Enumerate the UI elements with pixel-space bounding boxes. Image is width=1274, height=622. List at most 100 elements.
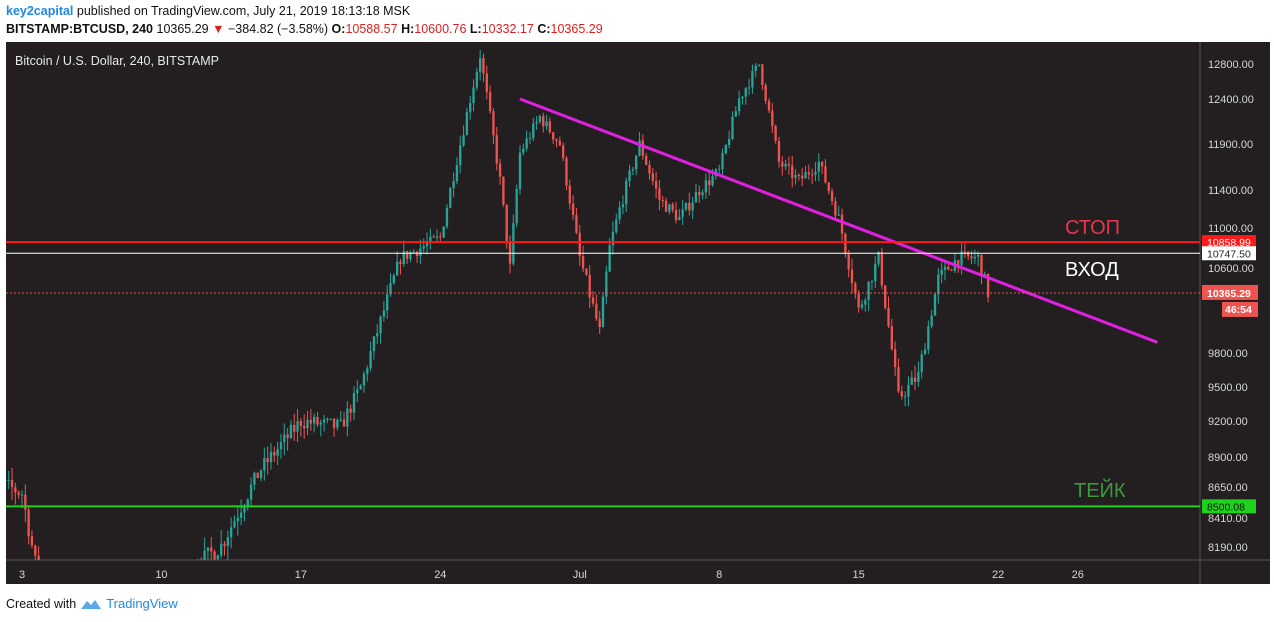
candle-body [283, 434, 286, 443]
x-tick-label: 22 [992, 569, 1004, 581]
candle-body [903, 396, 907, 398]
candle-body [635, 155, 638, 170]
candle-body [598, 318, 601, 328]
candle-body [382, 310, 386, 317]
take-label: ТЕЙК [1074, 478, 1126, 502]
candle-body [827, 182, 830, 192]
candle-body [220, 543, 223, 556]
candle-body [67, 593, 69, 596]
candle-body [976, 254, 980, 257]
candle-body [349, 408, 352, 413]
candle-body [797, 174, 801, 176]
candle-body [263, 457, 266, 471]
candle-body [61, 584, 63, 593]
y-tick-label: 11900.00 [1208, 139, 1253, 151]
candle-body [452, 181, 455, 189]
candle-body [386, 294, 389, 311]
candle-body [820, 161, 824, 167]
candle-body [681, 209, 684, 217]
candle-body [352, 393, 356, 413]
candle-body [266, 457, 269, 463]
candle-body [774, 126, 777, 141]
candle-body [761, 64, 764, 86]
candle-body [269, 451, 273, 463]
candle-body [688, 202, 691, 211]
candle-body [229, 527, 233, 538]
candle-body [963, 251, 967, 253]
candle-body [1, 479, 3, 481]
candle-body [518, 152, 522, 190]
candle-body [256, 472, 259, 479]
candle-body [164, 588, 166, 593]
candle-body [399, 261, 402, 264]
candle-body [644, 155, 648, 165]
candle-body [379, 316, 382, 334]
candle-body [127, 589, 129, 593]
tradingview-link[interactable]: TradingView [106, 596, 178, 611]
candle-body [791, 165, 794, 179]
candle-body [27, 509, 30, 537]
candle-body [698, 191, 701, 196]
candle-body [691, 202, 694, 211]
candle-body [276, 449, 279, 456]
take-price-tag [1202, 499, 1256, 514]
symbol-label: BITSTAMP:BTCUSD, 240 [6, 22, 154, 36]
candle-body [737, 98, 741, 112]
candle-body [781, 161, 784, 167]
candle-body [206, 547, 210, 551]
candle-body [575, 215, 578, 233]
candle-body [591, 297, 595, 304]
candle-body [233, 521, 236, 528]
candle-body [273, 451, 276, 456]
candle-body [528, 138, 532, 140]
candle-body [810, 174, 814, 176]
candle-body [986, 273, 990, 298]
candle-body [937, 274, 940, 295]
candle-body [20, 494, 24, 496]
candle-body [648, 164, 651, 174]
candle-body [515, 189, 518, 224]
candle-body [601, 296, 605, 328]
candle-body [771, 110, 774, 127]
candle-body [525, 138, 528, 149]
candle-body [840, 214, 844, 234]
candle-body [747, 87, 751, 89]
candle-body [293, 425, 296, 432]
candle-body [246, 499, 249, 507]
x-tick-label: 10 [155, 569, 167, 581]
candle-body [950, 269, 953, 271]
candle-body [445, 207, 449, 227]
last-price-tag [1202, 284, 1258, 300]
candle-body [611, 231, 615, 246]
candle-body [751, 70, 754, 88]
open-value: 10588.57 [345, 22, 398, 36]
candle-body [910, 377, 913, 385]
candle-body [395, 261, 399, 276]
candle-body [475, 72, 479, 88]
candle-body [64, 584, 66, 596]
price-change: −384.82 (−3.58%) [227, 22, 329, 36]
candle-body [167, 584, 169, 592]
candle-body [801, 175, 804, 179]
candle-body [409, 252, 412, 259]
candle-body [389, 283, 392, 295]
candle-body [927, 326, 930, 350]
candle-body [651, 173, 654, 181]
author-link[interactable]: key2capital [6, 4, 74, 18]
candle-body [223, 543, 226, 546]
candle-body [422, 246, 425, 249]
y-tick-label: 8900.00 [1208, 452, 1248, 464]
x-tick-label: Jul [573, 569, 587, 581]
candle-body [734, 111, 737, 117]
candle-body [6, 480, 7, 482]
candle-body [412, 251, 415, 253]
candle-body [658, 188, 661, 200]
candle-body [854, 283, 857, 294]
candle-body [30, 536, 34, 546]
candle-body [777, 140, 781, 162]
stop-price-tag [1202, 235, 1256, 250]
candle-body [226, 537, 230, 546]
candle-body [817, 161, 820, 172]
x-tick-label: 26 [1072, 569, 1084, 581]
